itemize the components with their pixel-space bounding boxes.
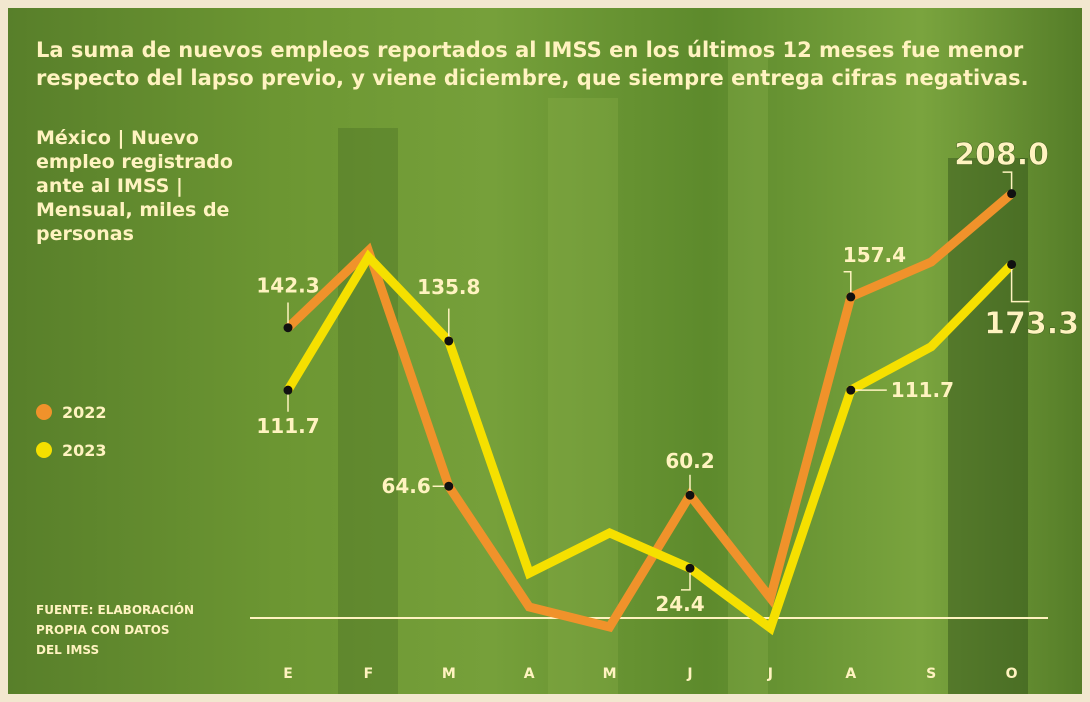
data-point (283, 323, 293, 333)
data-label: 157.4 (843, 243, 906, 267)
data-point (685, 563, 695, 573)
legend-label: 2022 (62, 403, 107, 422)
data-point (846, 385, 856, 395)
x-tick-label: M (442, 666, 456, 682)
data-label: 111.7 (891, 378, 954, 402)
x-tick-label: A (845, 666, 856, 682)
data-point (846, 292, 856, 302)
x-tick-label: A (524, 666, 535, 682)
leader-line (843, 270, 852, 297)
x-tick-label: J (686, 666, 692, 682)
x-tick-label: F (364, 666, 374, 682)
data-point (283, 385, 293, 395)
data-label: 111.7 (256, 414, 319, 438)
x-tick-label: M (603, 666, 617, 682)
legend-label: 2023 (62, 441, 107, 460)
x-tick-label: J (767, 666, 773, 682)
data-label: 142.3 (256, 274, 319, 298)
data-label: 173.3 (984, 306, 1079, 341)
data-label: 24.4 (655, 592, 704, 616)
chart-subtitle: México | Nuevo empleo registrado ante al… (36, 127, 233, 245)
chart: E F M A M J J A S O 142.3 64.6 60.2 157.4 208.0 111.7 13… (250, 137, 1079, 682)
source-note: FUENTE: ELABORACIÓN PROPIA CON DATOS DEL… (36, 603, 195, 657)
data-label: 135.8 (417, 275, 480, 299)
data-point (444, 481, 454, 491)
background-shapes (338, 48, 1028, 694)
x-tick-label: O (1006, 666, 1018, 682)
series-line (284, 190, 1015, 633)
legend-swatch (36, 442, 52, 458)
leader-line (1002, 171, 1013, 194)
x-tick-label: S (926, 666, 936, 682)
data-label: 208.0 (954, 138, 1049, 173)
data-point (1007, 259, 1017, 269)
infographic: E F M A M J J A S O 142.3 64.6 60.2 157.4 208.0 111.7 13… (8, 8, 1082, 694)
legend-swatch (36, 404, 52, 420)
data-label: 64.6 (381, 474, 430, 498)
data-label: 60.2 (665, 449, 714, 473)
legend-item: 2022 (36, 403, 107, 422)
leader-line (1010, 264, 1030, 303)
legend-item: 2023 (36, 441, 107, 460)
data-point (444, 336, 454, 346)
chart-title: La suma de nuevos empleos reportados al … (36, 38, 1029, 90)
data-point (1007, 189, 1017, 199)
data-point (685, 490, 695, 500)
x-tick-label: E (283, 666, 293, 682)
series-line (284, 249, 1015, 636)
leader-line (681, 568, 691, 591)
